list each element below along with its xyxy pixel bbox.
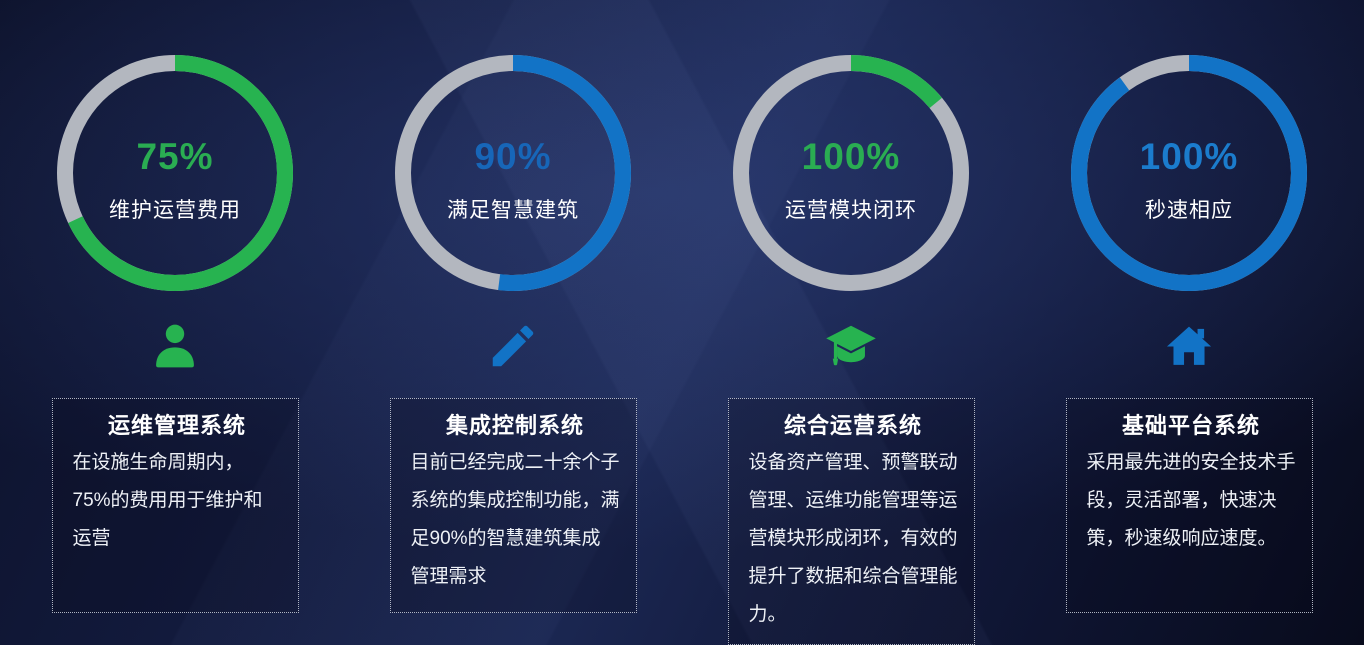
info-box-base-platform: 基础平台系统 采用最先进的安全技术手段，灵活部署，快速决策，秒速级响应速度。 <box>1065 398 1313 613</box>
box-body: 在设施生命周期内，75%的费用用于维护和运营 <box>72 452 263 549</box>
ring-label: 秒速相应 <box>1145 199 1233 222</box>
card-base-platform: 100% 秒速相应 基础平台系统 采用最先进的安全技术手段，灵活部署，快速决策，… <box>1065 55 1313 645</box>
ring-center-text: 75% 维护运营费用 <box>57 55 293 291</box>
info-box-integrated-operations: 综合运营系统 设备资产管理、预警联动管理、运维功能管理等运营模块形成闭环，有效的… <box>727 398 975 645</box>
box-title: 基础平台系统 <box>1121 413 1260 438</box>
info-box-integrated-control: 集成控制系统 目前已经完成二十余个子系统的集成控制功能，满足90%的智慧建筑集成… <box>389 398 637 613</box>
ring-center-text: 100% 运营模块闭环 <box>733 55 969 291</box>
info-box-operations-maintenance: 运维管理系统 在设施生命周期内，75%的费用用于维护和运营 <box>51 398 299 613</box>
progress-ring-2: 90% 满足智慧建筑 <box>395 55 631 291</box>
card-operations-maintenance: 75% 维护运营费用 运维管理系统 在设施生命周期内，75%的费用用于维护和运营 <box>51 55 299 645</box>
ring-center-text: 90% 满足智慧建筑 <box>395 55 631 291</box>
progress-ring-1: 75% 维护运营费用 <box>57 55 293 291</box>
box-title: 集成控制系统 <box>445 413 584 438</box>
pencil-icon <box>486 317 540 375</box>
ring-chart <box>395 55 631 291</box>
box-body: 设备资产管理、预警联动管理、运维功能管理等运营模块形成闭环，有效的提升了数据和综… <box>748 452 958 625</box>
box-body: 采用最先进的安全技术手段，灵活部署，快速决策，秒速级响应速度。 <box>1086 452 1296 549</box>
card-integrated-operations: 100% 运营模块闭环 综合运营系统 设备资产管理、预警联动管理、运维功能管理等… <box>727 55 975 645</box>
percent-value: 75% <box>136 136 214 177</box>
percent-value: 100% <box>1139 136 1239 177</box>
ring-chart <box>57 55 293 291</box>
percent-value: 100% <box>801 136 901 177</box>
ring-chart <box>733 55 969 291</box>
progress-ring-4: 100% 秒速相应 <box>1071 55 1307 291</box>
person-icon <box>148 317 202 375</box>
card-integrated-control: 90% 满足智慧建筑 集成控制系统 目前已经完成二十余个子系统的集成控制功能，满… <box>389 55 637 645</box>
percent-value: 90% <box>474 136 552 177</box>
cards-row: 75% 维护运营费用 运维管理系统 在设施生命周期内，75%的费用用于维护和运营 <box>0 55 1364 645</box>
home-icon <box>1162 317 1216 375</box>
box-title: 运维管理系统 <box>107 413 246 438</box>
ring-label: 运营模块闭环 <box>785 199 917 222</box>
ring-label: 维护运营费用 <box>109 199 241 222</box>
ring-chart <box>1071 55 1307 291</box>
ring-label: 满足智慧建筑 <box>447 199 579 222</box>
ring-center-text: 100% 秒速相应 <box>1071 55 1307 291</box>
graduation-cap-icon <box>824 317 878 375</box>
progress-ring-3: 100% 运营模块闭环 <box>733 55 969 291</box>
box-title: 综合运营系统 <box>783 413 922 438</box>
box-body: 目前已经完成二十余个子系统的集成控制功能，满足90%的智慧建筑集成管理需求 <box>410 452 620 587</box>
